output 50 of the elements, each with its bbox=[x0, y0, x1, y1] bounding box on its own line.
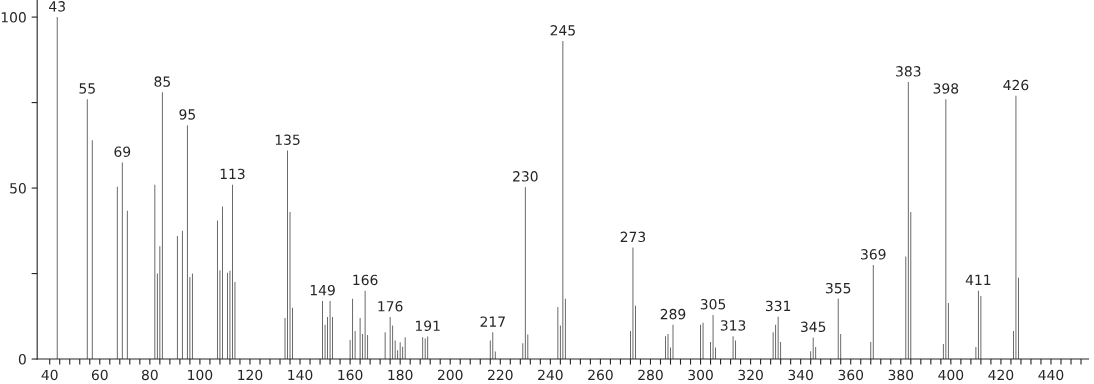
x-tick-label: 80 bbox=[141, 369, 158, 381]
x-tick-label: 420 bbox=[988, 369, 1014, 381]
x-tick-label: 340 bbox=[788, 369, 813, 381]
annotation: 43 bbox=[49, 1, 65, 12]
y-tick-label: 0 bbox=[18, 354, 26, 365]
annotation: 273 bbox=[620, 231, 646, 243]
annotation: 85 bbox=[154, 76, 170, 87]
x-tick-label: 220 bbox=[488, 369, 513, 381]
x-tick-label: 200 bbox=[437, 369, 463, 381]
y-tick-label: 50 bbox=[10, 183, 26, 194]
x-tick-label: 120 bbox=[238, 369, 263, 381]
x-tick-label: 240 bbox=[538, 369, 563, 381]
annotation: 345 bbox=[800, 321, 826, 333]
x-tick-label: 360 bbox=[838, 369, 864, 381]
x-tick-label: 60 bbox=[91, 369, 108, 381]
annotation: 176 bbox=[378, 301, 403, 312]
annotation: 289 bbox=[660, 308, 686, 320]
x-tick-label: 300 bbox=[688, 369, 713, 381]
x-tick-label: 140 bbox=[288, 369, 313, 381]
annotation: 166 bbox=[353, 274, 378, 286]
annotation: 383 bbox=[896, 66, 921, 77]
annotation: 398 bbox=[933, 83, 959, 94]
x-tick-label: 160 bbox=[338, 369, 363, 381]
x-tick-label: 180 bbox=[388, 369, 413, 381]
annotation: 191 bbox=[415, 320, 440, 331]
annotation: 149 bbox=[310, 284, 335, 296]
annotation: 305 bbox=[700, 298, 726, 310]
annotation: 69 bbox=[114, 146, 131, 157]
annotation: 426 bbox=[1003, 79, 1029, 91]
annotation: 230 bbox=[513, 171, 538, 182]
annotation: 113 bbox=[220, 168, 245, 180]
x-tick-label: 40 bbox=[41, 369, 58, 381]
annotation: 313 bbox=[720, 320, 746, 331]
x-tick-label: 380 bbox=[888, 369, 914, 381]
x-tick-label: 100 bbox=[188, 369, 213, 381]
annotation: 217 bbox=[480, 316, 505, 327]
annotation: 135 bbox=[275, 134, 300, 145]
x-tick-label: 320 bbox=[738, 369, 763, 381]
x-tick-label: 260 bbox=[588, 369, 613, 381]
x-tick-label: 400 bbox=[938, 369, 964, 381]
annotation: 55 bbox=[79, 83, 95, 94]
x-tick-label: 280 bbox=[638, 369, 663, 381]
x-tick-label: 440 bbox=[1038, 369, 1064, 381]
annotation: 331 bbox=[765, 300, 791, 312]
annotation: 411 bbox=[965, 274, 991, 285]
annotation: 95 bbox=[179, 109, 196, 120]
annotation: 355 bbox=[826, 282, 851, 294]
annotation: 245 bbox=[550, 25, 575, 36]
annotation: 369 bbox=[861, 249, 886, 260]
y-tick-label: 100 bbox=[1, 12, 26, 23]
